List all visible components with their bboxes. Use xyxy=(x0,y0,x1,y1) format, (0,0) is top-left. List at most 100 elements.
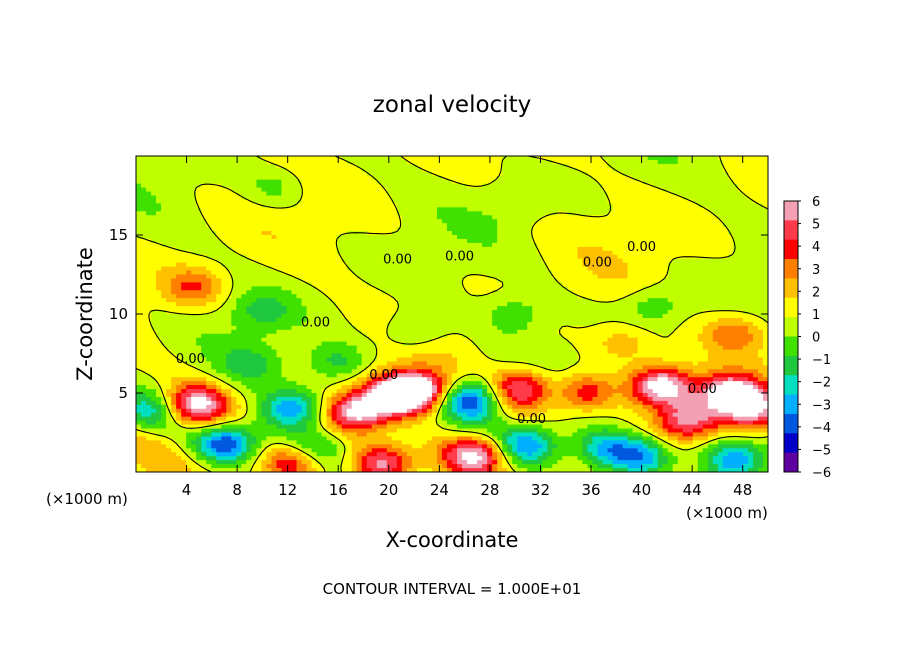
heatmap-cell xyxy=(472,270,478,276)
heatmap-cell xyxy=(507,294,513,299)
heatmap-cell xyxy=(707,250,714,256)
heatmap-cell xyxy=(186,195,192,201)
heatmap-cell xyxy=(376,290,383,295)
heatmap-cell xyxy=(727,179,734,185)
heatmap-cell xyxy=(256,163,262,169)
heatmap-cell xyxy=(697,159,704,165)
heatmap-cell xyxy=(231,278,237,283)
heatmap-cell xyxy=(196,310,202,315)
heatmap-cell xyxy=(732,242,739,248)
heatmap-cell xyxy=(351,238,358,244)
heatmap-cell xyxy=(732,163,739,169)
heatmap-cell xyxy=(557,175,563,181)
heatmap-cell xyxy=(386,235,393,240)
heatmap-cell xyxy=(326,163,333,169)
heatmap-cell xyxy=(376,235,383,240)
heatmap-cell xyxy=(612,274,619,280)
heatmap-cell xyxy=(136,270,142,276)
heatmap-cell xyxy=(381,159,388,165)
heatmap-cell xyxy=(211,246,217,252)
heatmap-cell xyxy=(356,156,363,161)
heatmap-cell xyxy=(366,302,373,307)
heatmap-cell xyxy=(146,231,152,236)
heatmap-cell xyxy=(311,310,318,315)
heatmap-cell xyxy=(411,199,418,204)
heatmap-cell xyxy=(577,223,584,228)
heatmap-cell xyxy=(657,238,664,244)
heatmap-cell xyxy=(667,191,674,197)
heatmap-cell xyxy=(341,159,348,165)
heatmap-cell xyxy=(311,250,318,256)
heatmap-cell xyxy=(532,298,538,303)
heatmap-cell xyxy=(396,219,403,224)
heatmap-cell xyxy=(271,207,278,212)
heatmap-cell xyxy=(527,156,533,161)
heatmap-cell xyxy=(241,290,247,295)
heatmap-cell xyxy=(727,298,734,303)
heatmap-cell xyxy=(416,278,423,283)
heatmap-cell xyxy=(171,207,177,212)
heatmap-cell xyxy=(276,306,283,311)
heatmap-cell xyxy=(166,223,172,228)
heatmap-cell xyxy=(507,306,513,311)
heatmap-cell xyxy=(707,167,714,173)
heatmap-cell xyxy=(346,238,353,244)
heatmap-cell xyxy=(642,203,649,208)
heatmap-cell xyxy=(351,195,358,201)
heatmap-cell xyxy=(472,290,478,295)
heatmap-cell xyxy=(542,191,548,197)
heatmap-cell xyxy=(727,262,734,268)
heatmap-cell xyxy=(236,286,242,291)
heatmap-cell xyxy=(226,191,232,197)
heatmap-cell xyxy=(196,215,202,220)
heatmap-cell xyxy=(472,254,478,260)
heatmap-cell xyxy=(411,167,418,173)
heatmap-cell xyxy=(356,278,363,283)
heatmap-cell xyxy=(316,199,323,204)
heatmap-cell xyxy=(346,298,353,303)
heatmap-cell xyxy=(762,278,768,283)
heatmap-cell xyxy=(191,187,197,193)
heatmap-cell xyxy=(702,286,709,291)
heatmap-cell xyxy=(216,302,222,307)
heatmap-cell xyxy=(366,262,373,268)
heatmap-cell xyxy=(557,183,563,189)
heatmap-cell xyxy=(507,298,513,303)
heatmap-cell xyxy=(487,298,493,303)
heatmap-cell xyxy=(512,223,518,228)
heatmap-cell xyxy=(467,254,473,260)
heatmap-cell xyxy=(467,274,473,280)
heatmap-cell xyxy=(196,286,202,291)
heatmap-cell xyxy=(231,290,237,295)
heatmap-cell xyxy=(251,219,257,224)
heatmap-cell xyxy=(396,156,403,161)
heatmap-cell xyxy=(161,179,167,185)
heatmap-cell xyxy=(537,282,543,287)
heatmap-cell xyxy=(151,199,157,204)
heatmap-cell xyxy=(431,183,438,189)
heatmap-cell xyxy=(391,286,398,291)
heatmap-cell xyxy=(667,211,674,216)
heatmap-cell xyxy=(502,246,508,252)
heatmap-cell xyxy=(677,163,684,169)
heatmap-cell xyxy=(747,246,754,252)
heatmap-cell xyxy=(697,250,704,256)
heatmap-cell xyxy=(502,215,508,220)
heatmap-cell xyxy=(582,203,589,208)
heatmap-cell xyxy=(582,211,589,216)
heatmap-cell xyxy=(592,156,599,161)
heatmap-cell xyxy=(637,282,644,287)
heatmap-cell xyxy=(637,223,644,228)
heatmap-cell xyxy=(241,238,247,244)
heatmap-cell xyxy=(286,219,293,224)
heatmap-cell xyxy=(752,167,759,173)
heatmap-cell xyxy=(211,207,217,212)
heatmap-cell xyxy=(206,199,212,204)
heatmap-cell xyxy=(171,171,177,177)
heatmap-cell xyxy=(136,187,142,193)
heatmap-cell xyxy=(762,231,768,236)
heatmap-cell xyxy=(156,179,162,185)
heatmap-cell xyxy=(351,207,358,212)
heatmap-cell xyxy=(622,211,629,216)
heatmap-cell xyxy=(186,278,192,283)
